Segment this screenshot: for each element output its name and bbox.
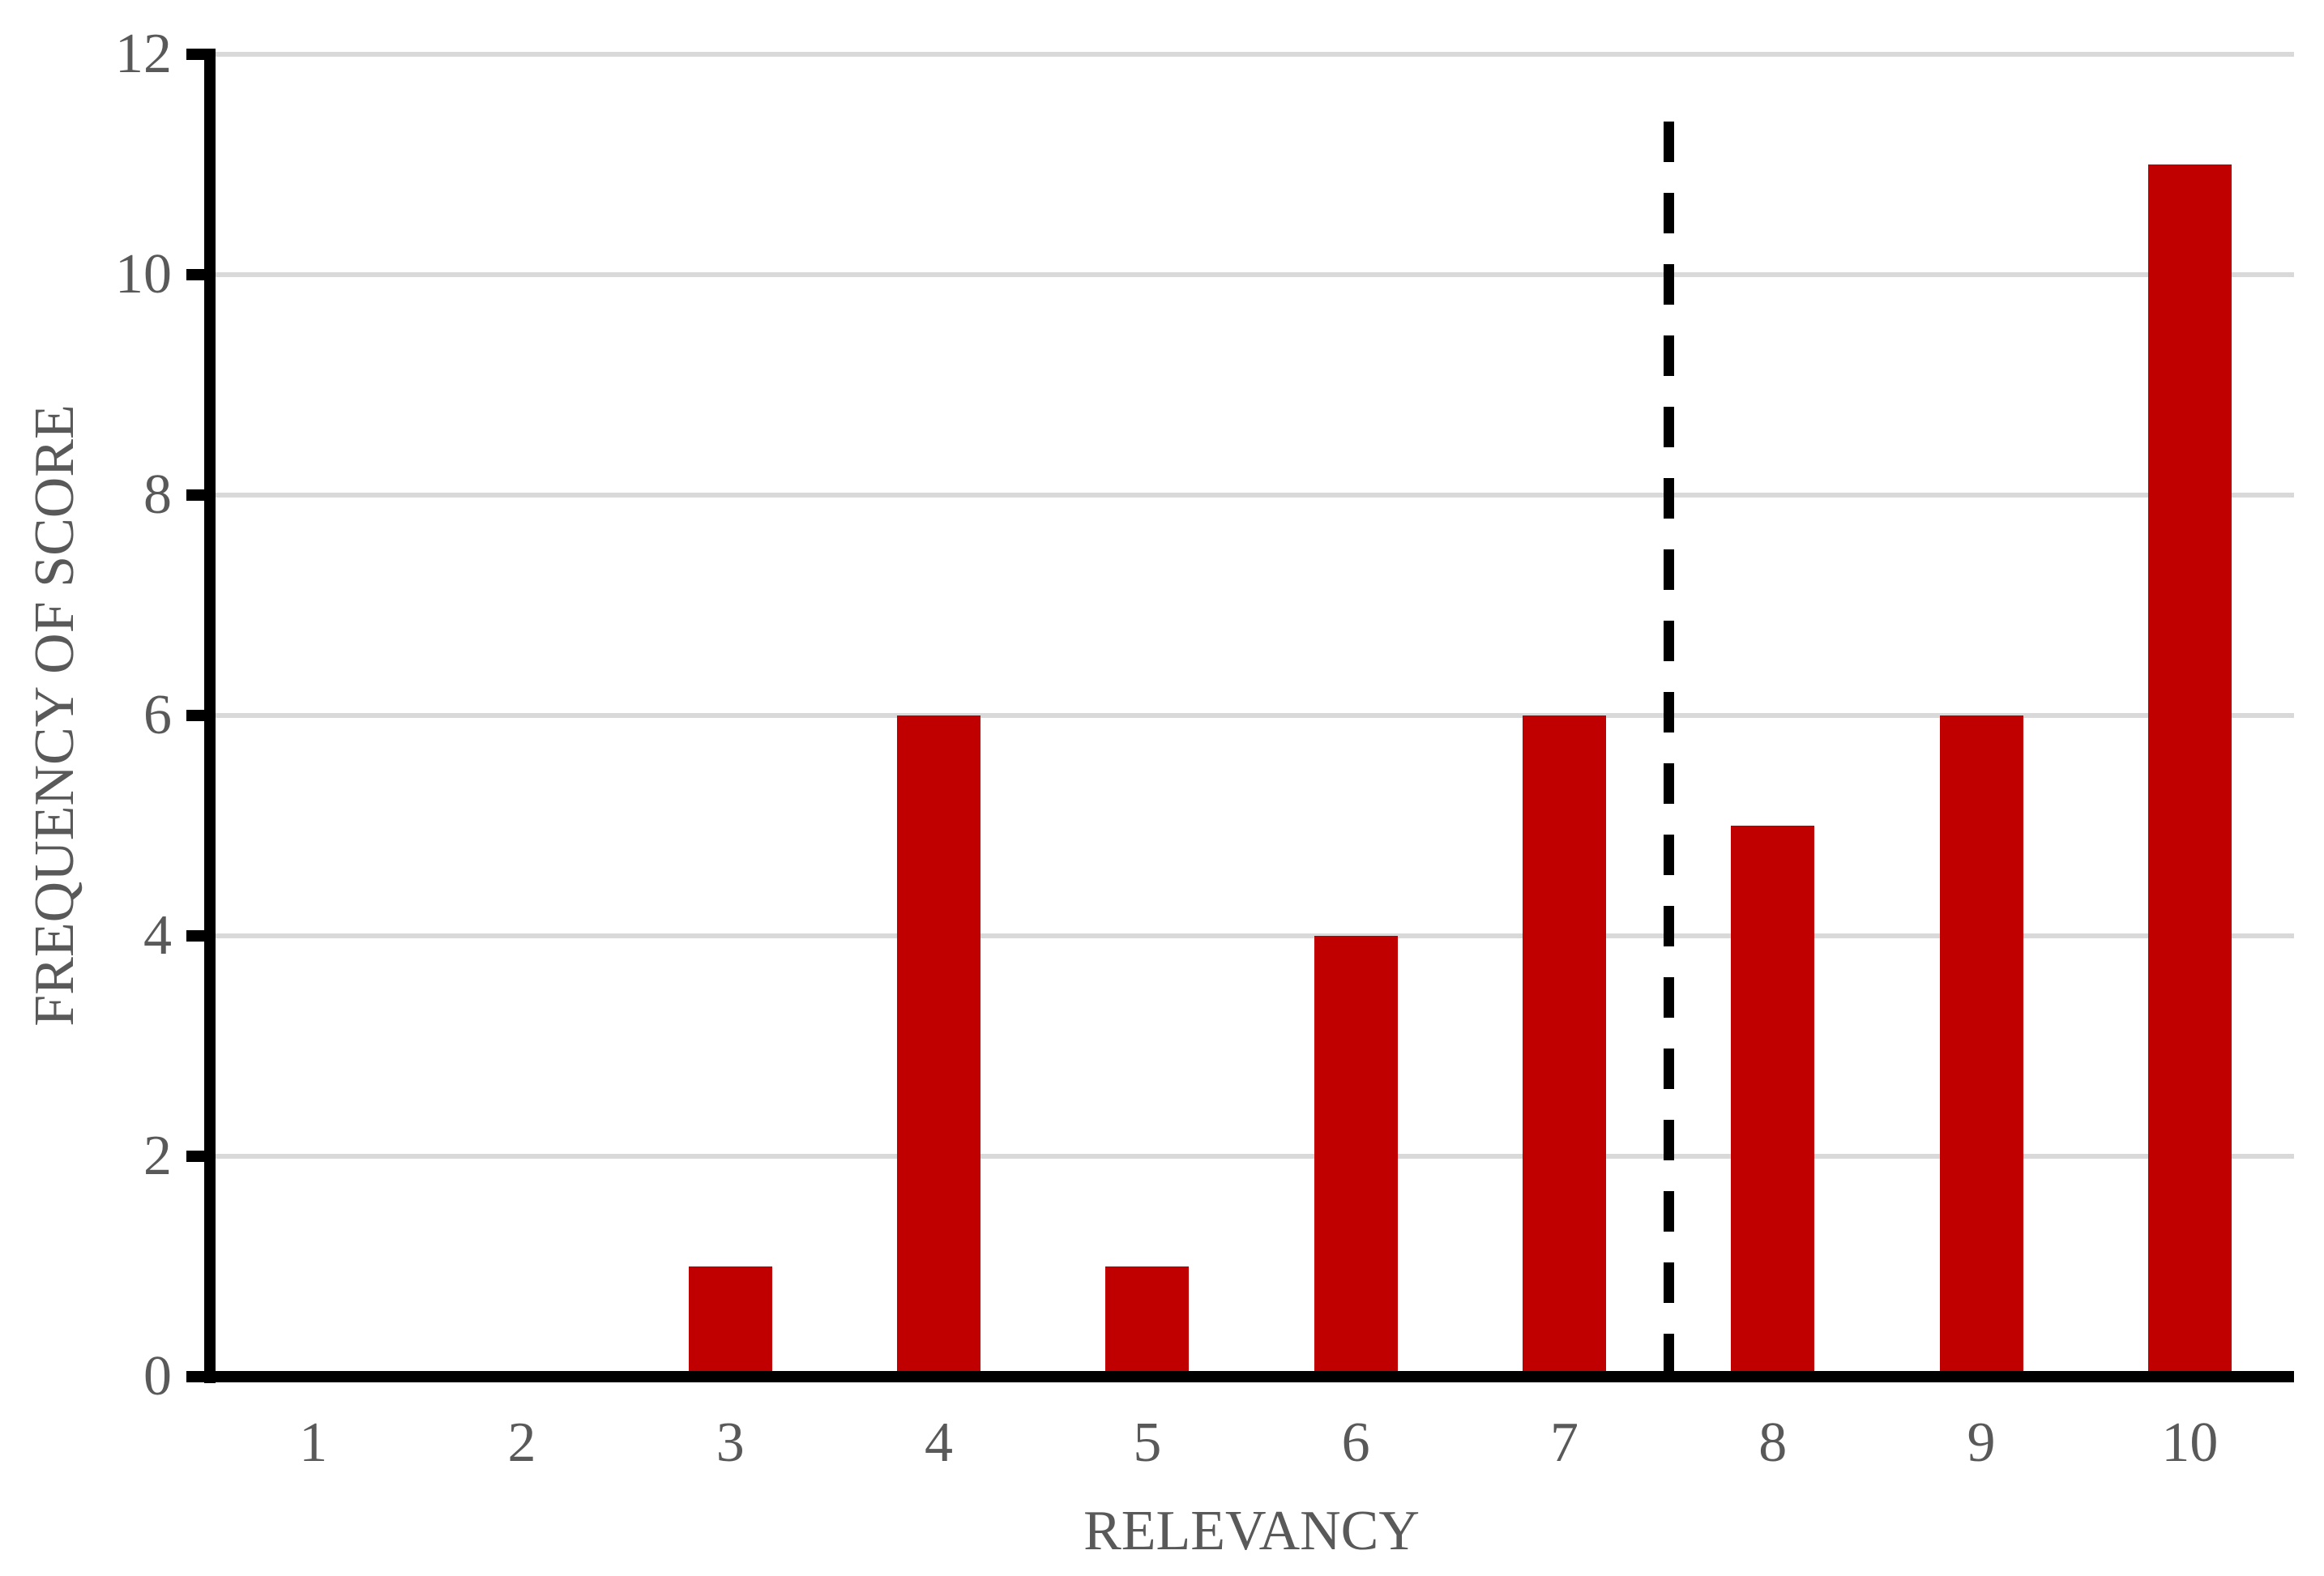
- bar: [1522, 715, 1606, 1377]
- x-tick-label: 6: [1341, 1412, 1370, 1474]
- gridline: [209, 713, 2294, 718]
- x-axis-title: RELEVANCY: [1083, 1500, 1420, 1562]
- gridline: [209, 52, 2294, 57]
- y-tick-mark: [186, 269, 204, 280]
- x-axis-line: [191, 1371, 2294, 1382]
- y-tick-mark: [186, 49, 204, 60]
- y-tick-mark: [186, 710, 204, 721]
- bar: [897, 715, 981, 1377]
- gridline: [209, 933, 2294, 938]
- y-tick-label: 6: [143, 684, 172, 746]
- y-tick-label: 2: [143, 1125, 172, 1187]
- y-tick-label: 10: [115, 243, 172, 305]
- x-tick-label: 7: [1549, 1412, 1579, 1474]
- y-tick-label: 8: [143, 463, 172, 526]
- y-tick-mark: [186, 1151, 204, 1162]
- y-tick-label: 12: [115, 23, 172, 85]
- x-tick-label: 3: [716, 1412, 745, 1474]
- y-tick-label: 4: [143, 904, 172, 967]
- bar: [2147, 164, 2232, 1377]
- x-tick-label: 2: [507, 1412, 536, 1474]
- gridline: [209, 1154, 2294, 1159]
- reference-line: [1663, 122, 1674, 1377]
- y-tick-label: 0: [143, 1345, 172, 1407]
- bar: [1105, 1266, 1190, 1377]
- x-tick-label: 5: [1133, 1412, 1162, 1474]
- gridline: [209, 493, 2294, 498]
- plot-area: [209, 52, 2294, 1377]
- bar: [1731, 826, 1815, 1377]
- x-tick-label: 10: [2161, 1412, 2219, 1474]
- y-axis-title: FREQUENCY OF SCORE: [23, 404, 86, 1027]
- bar: [688, 1266, 772, 1377]
- x-tick-label: 9: [1967, 1412, 1996, 1474]
- x-tick-label: 8: [1758, 1412, 1788, 1474]
- y-tick-mark: [186, 930, 204, 942]
- x-tick-label: 4: [925, 1412, 954, 1474]
- bar: [1314, 936, 1398, 1377]
- y-tick-mark: [186, 489, 204, 501]
- x-tick-label: 1: [299, 1412, 328, 1474]
- bar: [1939, 715, 2023, 1377]
- y-axis-line: [204, 49, 216, 1383]
- gridline: [209, 272, 2294, 277]
